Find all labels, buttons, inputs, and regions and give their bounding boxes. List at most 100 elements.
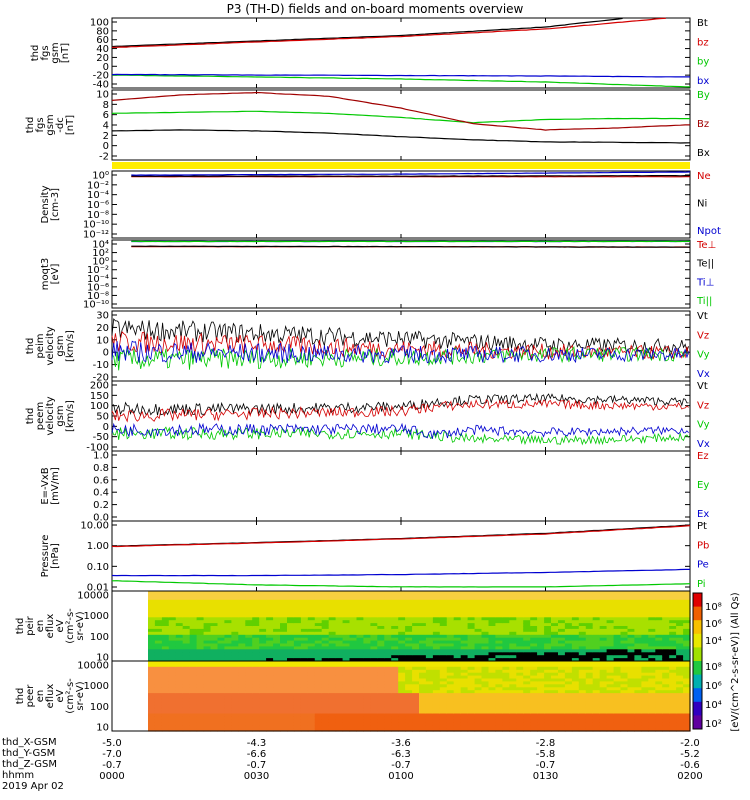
- heatmap-cell: [599, 605, 608, 610]
- heatmap-cell: [182, 701, 191, 706]
- heatmap-cell: [168, 669, 177, 674]
- heatmap-cell: [321, 675, 330, 680]
- heatmap-cell: [300, 696, 309, 700]
- heatmap-cell: [641, 666, 649, 671]
- heatmap-cell: [439, 596, 448, 601]
- heatmap-cell: [189, 693, 198, 697]
- heatmap-cell: [419, 658, 427, 662]
- heatmap-cell: [189, 628, 198, 633]
- heatmap-cell: [432, 693, 441, 697]
- heatmap-cell: [405, 611, 413, 615]
- heatmap-cell: [328, 678, 337, 682]
- heatmap-cell: [377, 628, 385, 633]
- heatmap-cell: [384, 605, 392, 610]
- heatmap-cell: [307, 716, 316, 720]
- heatmap-cell: [335, 602, 344, 607]
- heatmap-cell: [446, 663, 455, 668]
- heatmap-cell: [300, 687, 309, 691]
- heatmap-cell: [245, 608, 253, 612]
- heatmap-cell: [356, 649, 364, 653]
- heatmap-cell: [655, 631, 663, 636]
- heatmap-cell: [537, 693, 545, 697]
- heatmap-cell: [398, 591, 406, 595]
- panel-density: Density [cm-3]10⁰10⁻²10⁻⁴10⁻⁶10⁻⁸10⁻¹⁰10⁻…: [40, 170, 721, 241]
- heatmap-cell: [516, 620, 524, 624]
- heatmap-cell: [571, 611, 580, 615]
- heatmap-cell: [571, 701, 580, 706]
- heatmap-cell: [217, 649, 225, 653]
- heatmap-cell: [467, 655, 476, 659]
- heatmap-cell: [544, 626, 552, 630]
- heatmap-cell: [509, 687, 517, 691]
- heatmap-cell: [634, 678, 642, 682]
- heatmap-cell: [412, 698, 420, 703]
- heatmap-cell: [377, 620, 385, 624]
- heatmap-cell: [599, 628, 608, 633]
- heatmap-cell: [676, 693, 684, 697]
- heatmap-cell: [627, 722, 635, 726]
- heatmap-cell: [425, 591, 434, 595]
- y-tick-label: 10⁰: [92, 257, 109, 268]
- heatmap-cell: [460, 599, 469, 604]
- heatmap-cell: [231, 655, 239, 659]
- x-axis-value: 0000: [99, 771, 124, 782]
- heatmap-cell: [676, 602, 684, 607]
- heatmap-cell: [613, 646, 622, 650]
- heatmap-cell: [161, 658, 170, 662]
- heatmap-cell: [287, 716, 295, 720]
- heatmap-cell: [224, 713, 232, 717]
- heatmap-cell: [321, 658, 330, 662]
- series-bz: [111, 17, 666, 48]
- x-axis-value: -2.8: [536, 738, 556, 749]
- heatmap-cell: [613, 614, 622, 618]
- y-axis-label-line: [nT]: [65, 115, 76, 135]
- heatmap-cell: [558, 716, 566, 720]
- heatmap-cell: [648, 599, 656, 604]
- heatmap-cell: [377, 722, 385, 726]
- heatmap-cell: [676, 684, 684, 688]
- heatmap-cell: [467, 701, 476, 706]
- heatmap-cell: [516, 658, 524, 662]
- heatmap-cell: [592, 631, 601, 636]
- heatmap-cell: [307, 649, 316, 653]
- heatmap-cell: [453, 661, 462, 665]
- heatmap-cell: [412, 620, 420, 624]
- heatmap-cell: [287, 696, 295, 700]
- heatmap-cell: [245, 599, 253, 604]
- heatmap-cell: [280, 707, 288, 712]
- heatmap-cell: [293, 643, 302, 647]
- heatmap-cell: [210, 631, 218, 636]
- heatmap-cell: [293, 698, 302, 703]
- heatmap-cell: [321, 602, 330, 607]
- heatmap-cell: [168, 681, 177, 685]
- heatmap-cell: [634, 704, 642, 709]
- heatmap-cell: [669, 716, 677, 720]
- status-bar: [112, 162, 690, 169]
- heatmap-cell: [432, 611, 441, 615]
- heatmap-cell: [627, 646, 635, 650]
- heatmap-cell: [571, 599, 580, 604]
- heatmap-cell: [558, 719, 566, 723]
- heatmap-cell: [467, 626, 476, 630]
- heatmap-cell: [585, 611, 594, 615]
- heatmap-cell: [161, 728, 170, 732]
- heatmap-cell: [300, 605, 309, 610]
- heatmap-cell: [266, 681, 274, 685]
- heatmap-cell: [564, 675, 573, 680]
- heatmap-cell: [189, 666, 198, 671]
- heatmap-cell: [370, 655, 378, 659]
- heatmap-cell: [571, 687, 580, 691]
- heatmap-cell: [453, 591, 462, 595]
- heatmap-cell: [300, 701, 309, 706]
- heatmap-cell: [425, 701, 434, 706]
- colorbar-segment: [693, 715, 702, 730]
- heatmap-cell: [439, 617, 448, 621]
- heatmap-cell: [210, 658, 218, 662]
- heatmap-cell: [370, 640, 378, 645]
- heatmap-cell: [488, 614, 496, 618]
- heatmap-cell: [363, 663, 371, 668]
- heatmap-cell: [349, 675, 357, 680]
- heatmap-cell: [175, 725, 184, 729]
- heatmap-cell: [453, 602, 462, 607]
- heatmap-cell: [328, 652, 337, 656]
